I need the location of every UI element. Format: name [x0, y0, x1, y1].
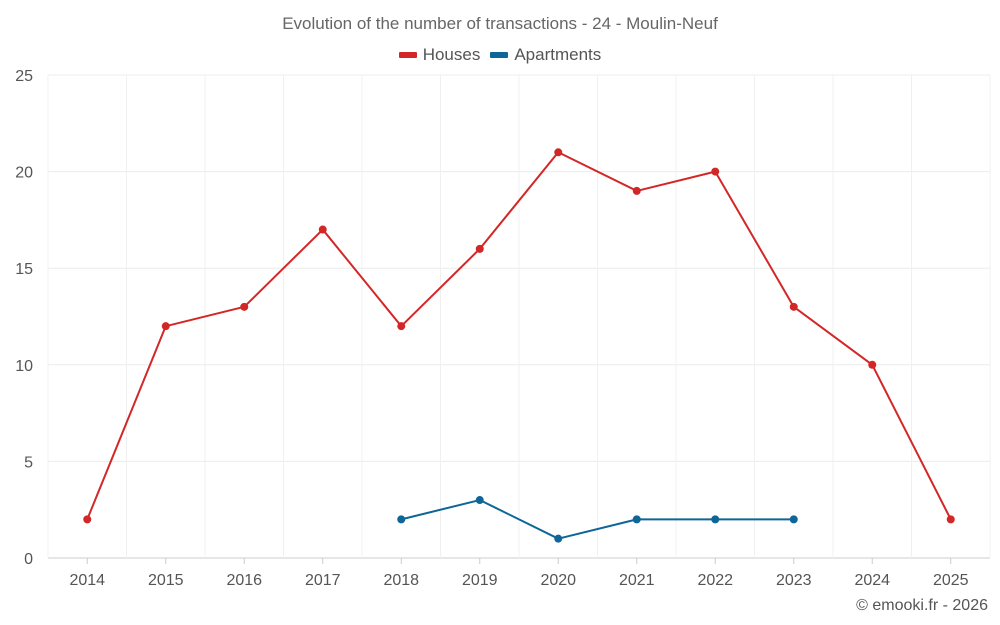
data-point-houses-2018	[397, 322, 406, 331]
data-point-houses-2022	[711, 167, 720, 176]
data-point-houses-2023	[789, 302, 798, 311]
data-point-houses-2015	[161, 322, 170, 331]
y-tick-label-20: 20	[15, 165, 33, 182]
legend-label-apartments: Apartments	[514, 45, 602, 64]
x-tick-label-2023: 2023	[776, 572, 812, 589]
data-point-houses-2016	[240, 302, 249, 311]
y-tick-label-25: 25	[15, 68, 33, 85]
data-point-apartments-2021	[632, 515, 641, 524]
x-tick-label-2017: 2017	[305, 572, 341, 589]
data-point-houses-2025	[946, 515, 955, 524]
data-point-apartments-2018	[397, 515, 406, 524]
x-tick-label-2024: 2024	[854, 572, 890, 589]
data-point-houses-2014	[83, 515, 92, 524]
data-point-apartments-2023	[789, 515, 798, 524]
x-tick-label-2014: 2014	[69, 572, 105, 589]
y-tick-label-10: 10	[15, 358, 33, 375]
data-point-houses-2020	[554, 148, 563, 157]
y-tick-label-15: 15	[15, 261, 33, 278]
y-tick-label-0: 0	[24, 551, 33, 568]
data-point-apartments-2019	[475, 496, 484, 505]
x-tick-label-2022: 2022	[697, 572, 733, 589]
x-tick-label-2018: 2018	[383, 572, 419, 589]
x-tick-label-2016: 2016	[226, 572, 262, 589]
data-point-apartments-2022	[711, 515, 720, 524]
legend-swatch-apartments	[490, 52, 509, 58]
legend-item-houses[interactable]: Houses	[398, 45, 481, 65]
data-point-houses-2021	[632, 186, 641, 195]
copyright-footer: © emooki.fr - 2026	[856, 597, 988, 614]
legend-item-apartments[interactable]: Apartments	[490, 45, 601, 65]
x-tick-label-2021: 2021	[619, 572, 655, 589]
legend-label-houses: Houses	[422, 45, 481, 64]
x-tick-label-2015: 2015	[148, 572, 184, 589]
legend: Houses Apartments	[0, 45, 1000, 65]
series-line-houses	[86, 151, 952, 520]
data-point-houses-2019	[475, 244, 484, 253]
data-point-apartments-2020	[554, 534, 563, 543]
x-tick-label-2020: 2020	[540, 572, 576, 589]
legend-swatch-houses	[398, 52, 417, 58]
y-tick-label-5: 5	[24, 454, 33, 471]
data-point-houses-2017	[318, 225, 327, 234]
series-line-apartments	[401, 499, 794, 540]
x-tick-label-2025: 2025	[933, 572, 969, 589]
chart-title: Evolution of the number of transactions …	[282, 14, 718, 33]
data-point-houses-2024	[868, 360, 877, 369]
x-tick-label-2019: 2019	[462, 572, 498, 589]
